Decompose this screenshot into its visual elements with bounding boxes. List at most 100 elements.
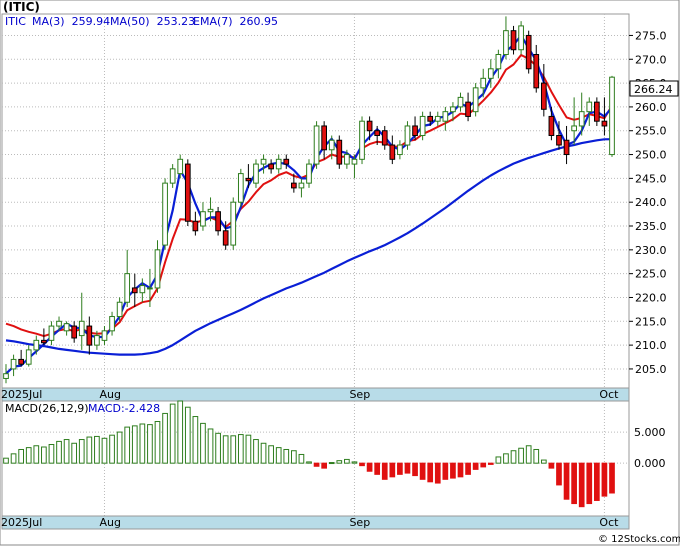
candle-down — [533, 53, 540, 89]
candle-up — [207, 208, 214, 213]
candle-down — [374, 130, 381, 136]
macd-bar-positive — [230, 435, 237, 464]
last-price-badge: 266.24 — [629, 80, 679, 97]
macd-bar-negative — [381, 462, 388, 480]
macd-bar-positive — [192, 416, 199, 464]
macd-bar-positive — [245, 434, 252, 464]
candle-up — [169, 168, 176, 184]
macd-bar-negative — [578, 462, 585, 508]
macd-value: MACD:-2.428 — [88, 402, 160, 415]
macd-bar-positive — [25, 447, 32, 464]
macd-bar-positive — [328, 462, 335, 465]
macd-bar-positive — [33, 445, 40, 464]
macd-bar-positive — [10, 453, 17, 464]
macd-bar-negative — [556, 462, 562, 486]
candle-down — [548, 115, 555, 136]
candle-up — [101, 330, 108, 341]
macd-bar-negative — [313, 462, 320, 467]
candle-down — [268, 163, 274, 170]
macd-bar-negative — [548, 462, 555, 469]
date-labels-lower: 2025Jul Aug Sep Oct — [1, 516, 619, 529]
date-axis-lower: 2025Jul Aug Sep Oct — [1, 515, 630, 530]
date-label: Oct — [599, 388, 619, 401]
candle-up — [237, 173, 244, 203]
macd-bar-positive — [71, 442, 78, 464]
macd-bar-positive — [18, 448, 24, 464]
date-label: Aug — [99, 388, 120, 401]
macd-bar-negative — [419, 462, 426, 480]
candle-up — [200, 211, 206, 227]
price-panel: 205.0 210.0 215.0 220.0 225.0 230.0 235.0 240.0… — [1, 13, 679, 389]
price-tick-label: 245.0 — [635, 172, 667, 185]
macd-bar-positive — [222, 435, 229, 464]
price-tick-label: 235.0 — [635, 220, 667, 233]
macd-bar-positive — [41, 446, 47, 464]
date-band-lower — [1, 515, 630, 530]
price-y-axis: 205.0 210.0 215.0 220.0 225.0 230.0 235.0 240.0… — [629, 29, 667, 376]
macd-bar-positive — [124, 426, 131, 464]
candle-up — [3, 373, 9, 379]
candle-up — [480, 77, 487, 89]
macd-bar-positive — [139, 423, 146, 464]
macd-bar-positive — [351, 461, 358, 464]
legend-ma3: MA(3) 259.94 — [32, 15, 110, 28]
macd-bar-positive — [116, 431, 123, 464]
candle-down — [222, 230, 229, 246]
candle-up — [313, 125, 320, 165]
candle-up — [116, 301, 123, 318]
candle-up — [306, 163, 312, 184]
price-tick-label: 270.0 — [635, 53, 667, 66]
candle-up — [442, 111, 449, 122]
macd-bar-negative — [563, 462, 570, 500]
candle-up — [495, 53, 502, 70]
candle-up — [162, 182, 168, 246]
macd-bar-negative — [594, 462, 600, 501]
candle-up — [344, 154, 350, 165]
candle-down — [86, 325, 93, 346]
candle-up — [472, 87, 479, 113]
macd-bar-negative — [472, 462, 479, 470]
candle-down — [510, 30, 517, 51]
candle-up — [578, 111, 585, 127]
candle-up — [260, 158, 267, 165]
price-tick-label: 220.0 — [635, 291, 667, 304]
candle-up — [328, 139, 335, 151]
macd-bar-positive — [510, 450, 517, 464]
macd-bar-positive — [162, 412, 168, 464]
macd-bar-positive — [291, 450, 297, 464]
macd-bar-positive — [56, 440, 62, 464]
macd-bar-negative — [487, 462, 494, 465]
macd-bar-negative — [374, 462, 381, 475]
candle-up — [434, 115, 441, 122]
candle-down — [336, 139, 343, 165]
candle-up — [571, 125, 577, 132]
candle-down — [556, 134, 562, 146]
candle-down — [321, 125, 327, 151]
macd-bar-negative — [586, 462, 593, 505]
candle-up — [48, 325, 55, 341]
candle-up — [56, 320, 62, 327]
candle-up — [78, 320, 85, 337]
macd-bar-positive — [86, 436, 93, 464]
candle-up — [586, 101, 593, 113]
macd-bar-negative — [465, 462, 471, 475]
macd-tick-0: 0.000 — [634, 457, 666, 470]
candle-down — [427, 115, 434, 122]
candle-up — [154, 249, 161, 289]
candle-down — [540, 82, 547, 110]
candle-down — [389, 144, 396, 160]
candle-up — [230, 201, 237, 246]
candle-up — [10, 358, 17, 370]
macd-bar-positive — [495, 456, 502, 464]
candle-up — [397, 144, 403, 156]
candle-down — [184, 163, 191, 222]
candle-down — [283, 158, 290, 165]
macd-bar-positive — [518, 447, 524, 464]
date-label: Sep — [349, 516, 370, 529]
candle-down — [465, 101, 471, 117]
candle-up — [351, 158, 358, 165]
candle-up — [177, 158, 184, 175]
candlesticks — [3, 16, 615, 384]
price-tick-label: 240.0 — [635, 196, 667, 209]
